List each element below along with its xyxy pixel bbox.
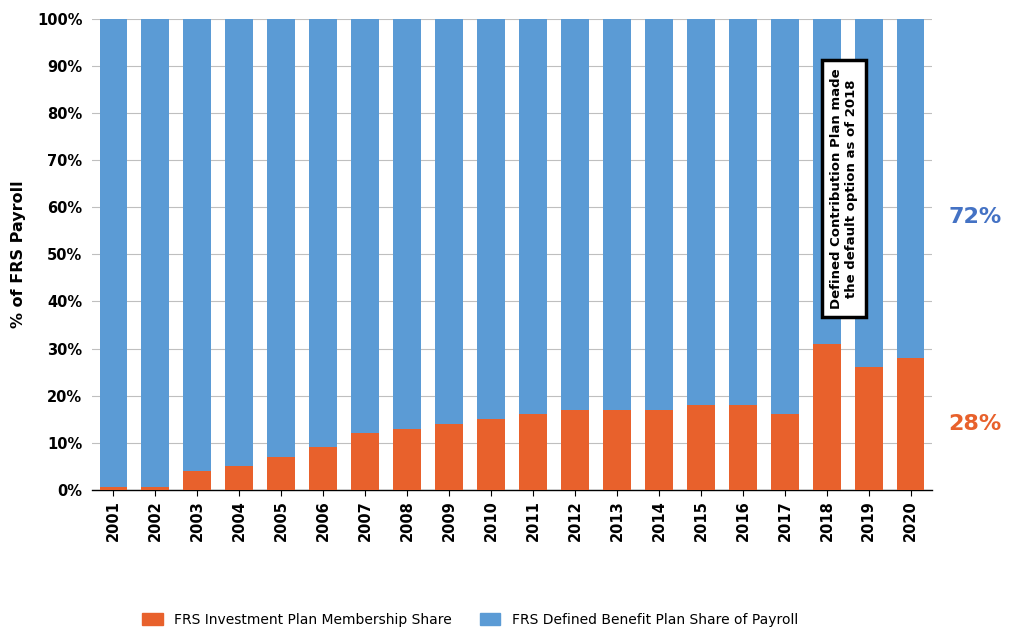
Bar (897, 358, 925, 490)
Bar (183, 19, 211, 471)
Bar (183, 471, 211, 490)
Bar (477, 19, 505, 420)
Bar (309, 447, 337, 490)
Bar (813, 344, 841, 490)
Bar (687, 19, 715, 405)
Bar (99, 19, 127, 487)
Bar (771, 414, 799, 490)
Bar (603, 19, 631, 410)
Bar (855, 19, 883, 367)
Y-axis label: % of FRS Payroll: % of FRS Payroll (11, 180, 26, 328)
Text: 72%: 72% (948, 207, 1001, 227)
Bar (435, 424, 463, 490)
Bar (225, 466, 253, 490)
Text: Defined Contribution Plan made
the default option as of 2018: Defined Contribution Plan made the defau… (829, 68, 858, 309)
Bar (267, 457, 295, 490)
Bar (687, 405, 715, 490)
Text: 28%: 28% (948, 414, 1001, 434)
Bar (645, 19, 673, 410)
Bar (519, 414, 547, 490)
Bar (813, 19, 841, 344)
Bar (897, 19, 925, 358)
Bar (729, 405, 757, 490)
Bar (729, 19, 757, 405)
Bar (351, 19, 379, 433)
Bar (477, 420, 505, 490)
Bar (435, 19, 463, 424)
Bar (141, 487, 169, 490)
Bar (393, 428, 421, 490)
Bar (855, 367, 883, 490)
Bar (225, 19, 253, 466)
Bar (393, 19, 421, 428)
Bar (603, 410, 631, 490)
Bar (309, 19, 337, 447)
Bar (267, 19, 295, 457)
Bar (141, 19, 169, 487)
Legend: FRS Investment Plan Membership Share, FRS Defined Benefit Plan Share of Payroll: FRS Investment Plan Membership Share, FR… (135, 606, 805, 628)
Bar (771, 19, 799, 414)
Bar (561, 410, 589, 490)
Bar (351, 433, 379, 490)
Bar (519, 19, 547, 414)
Bar (561, 19, 589, 410)
Bar (645, 410, 673, 490)
Bar (99, 487, 127, 490)
